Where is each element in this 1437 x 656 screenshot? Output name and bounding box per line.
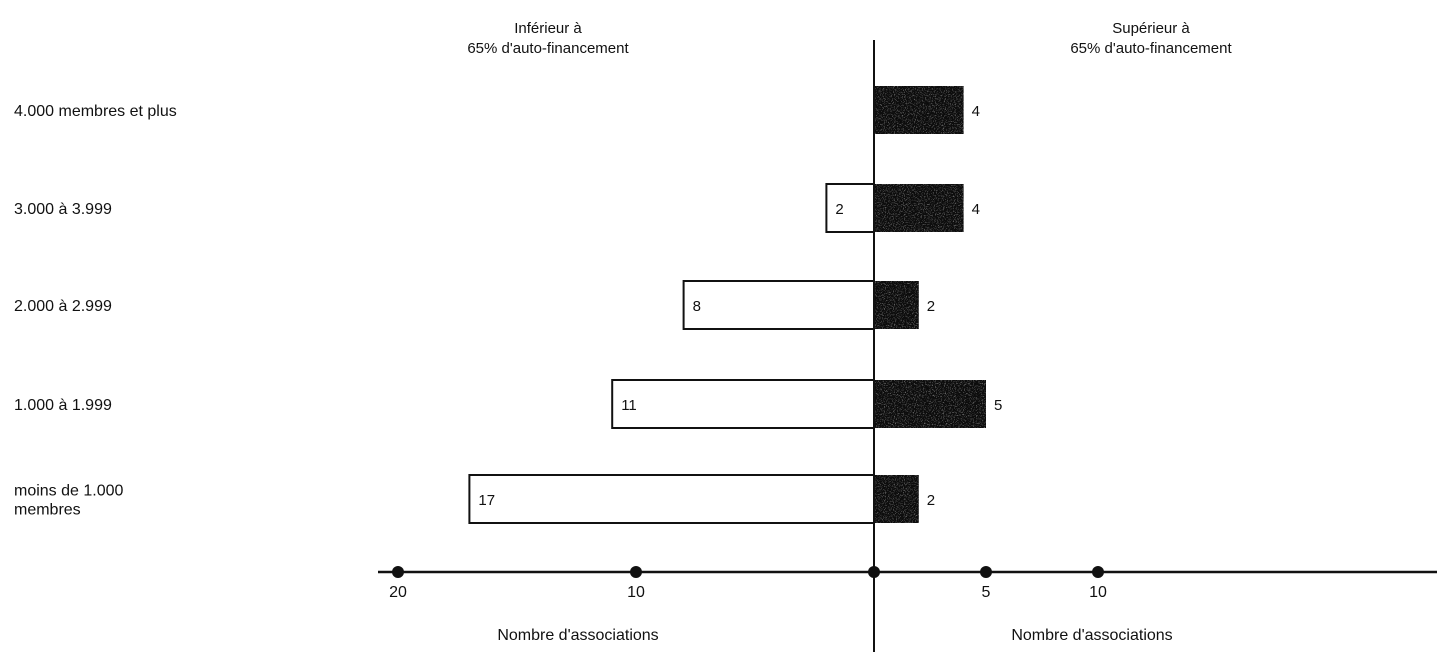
category-labels: 4.000 membres et plus 3.000 à 3.999 2.000 … [14,103,177,519]
bar-right [874,281,919,329]
left-header-line-2: 65% d'auto-financement [467,40,629,57]
value-label-right: 2 [927,492,935,509]
tick-dot-right [980,566,992,578]
category-label: moins de 1.000 [14,483,124,500]
value-label-left: 2 [835,201,843,218]
category-label: 2.000 à 2.999 [14,298,112,315]
right-header-line-2: 65% d'auto-financement [1070,40,1232,57]
value-label-right: 2 [927,298,935,315]
tick-dot-right [1092,566,1104,578]
axis-origin-dot [868,566,880,578]
bar-right [874,380,986,428]
value-label-right: 4 [972,201,980,218]
right-header-line-1: Supérieur à [1112,20,1190,37]
category-label: membres [14,502,81,519]
tick-label-right: 10 [1089,584,1107,601]
bar-left [825,183,876,233]
value-label-right: 4 [972,103,980,120]
bars [468,86,986,524]
category-label: 1.000 à 1.999 [14,397,112,414]
value-label-left: 11 [621,397,637,414]
bar-right [874,184,964,232]
category-label: 3.000 à 3.999 [14,201,112,218]
value-label-left: 8 [693,298,701,315]
tick-label-right: 5 [982,584,991,601]
bar-left [611,379,875,429]
bar-left [682,280,875,330]
bar-right [874,86,964,134]
right-axis-title: Nombre d'associations [1011,627,1172,644]
category-label: 4.000 membres et plus [14,103,177,120]
tick-dot-left [392,566,404,578]
bar-right [874,475,919,523]
tick-label-left: 20 [389,584,407,601]
value-label-left: 17 [478,492,495,509]
left-header-line-1: Inférieur à [514,20,582,37]
left-axis-title: Nombre d'associations [497,627,658,644]
value-label-right: 5 [994,397,1002,414]
value-labels: 4 2 4 8 2 11 5 17 2 [478,103,1002,509]
bar-left [468,474,875,524]
axis-ticks: 20 10 5 10 [389,566,1107,601]
tick-dot-left [630,566,642,578]
tick-label-left: 10 [627,584,645,601]
